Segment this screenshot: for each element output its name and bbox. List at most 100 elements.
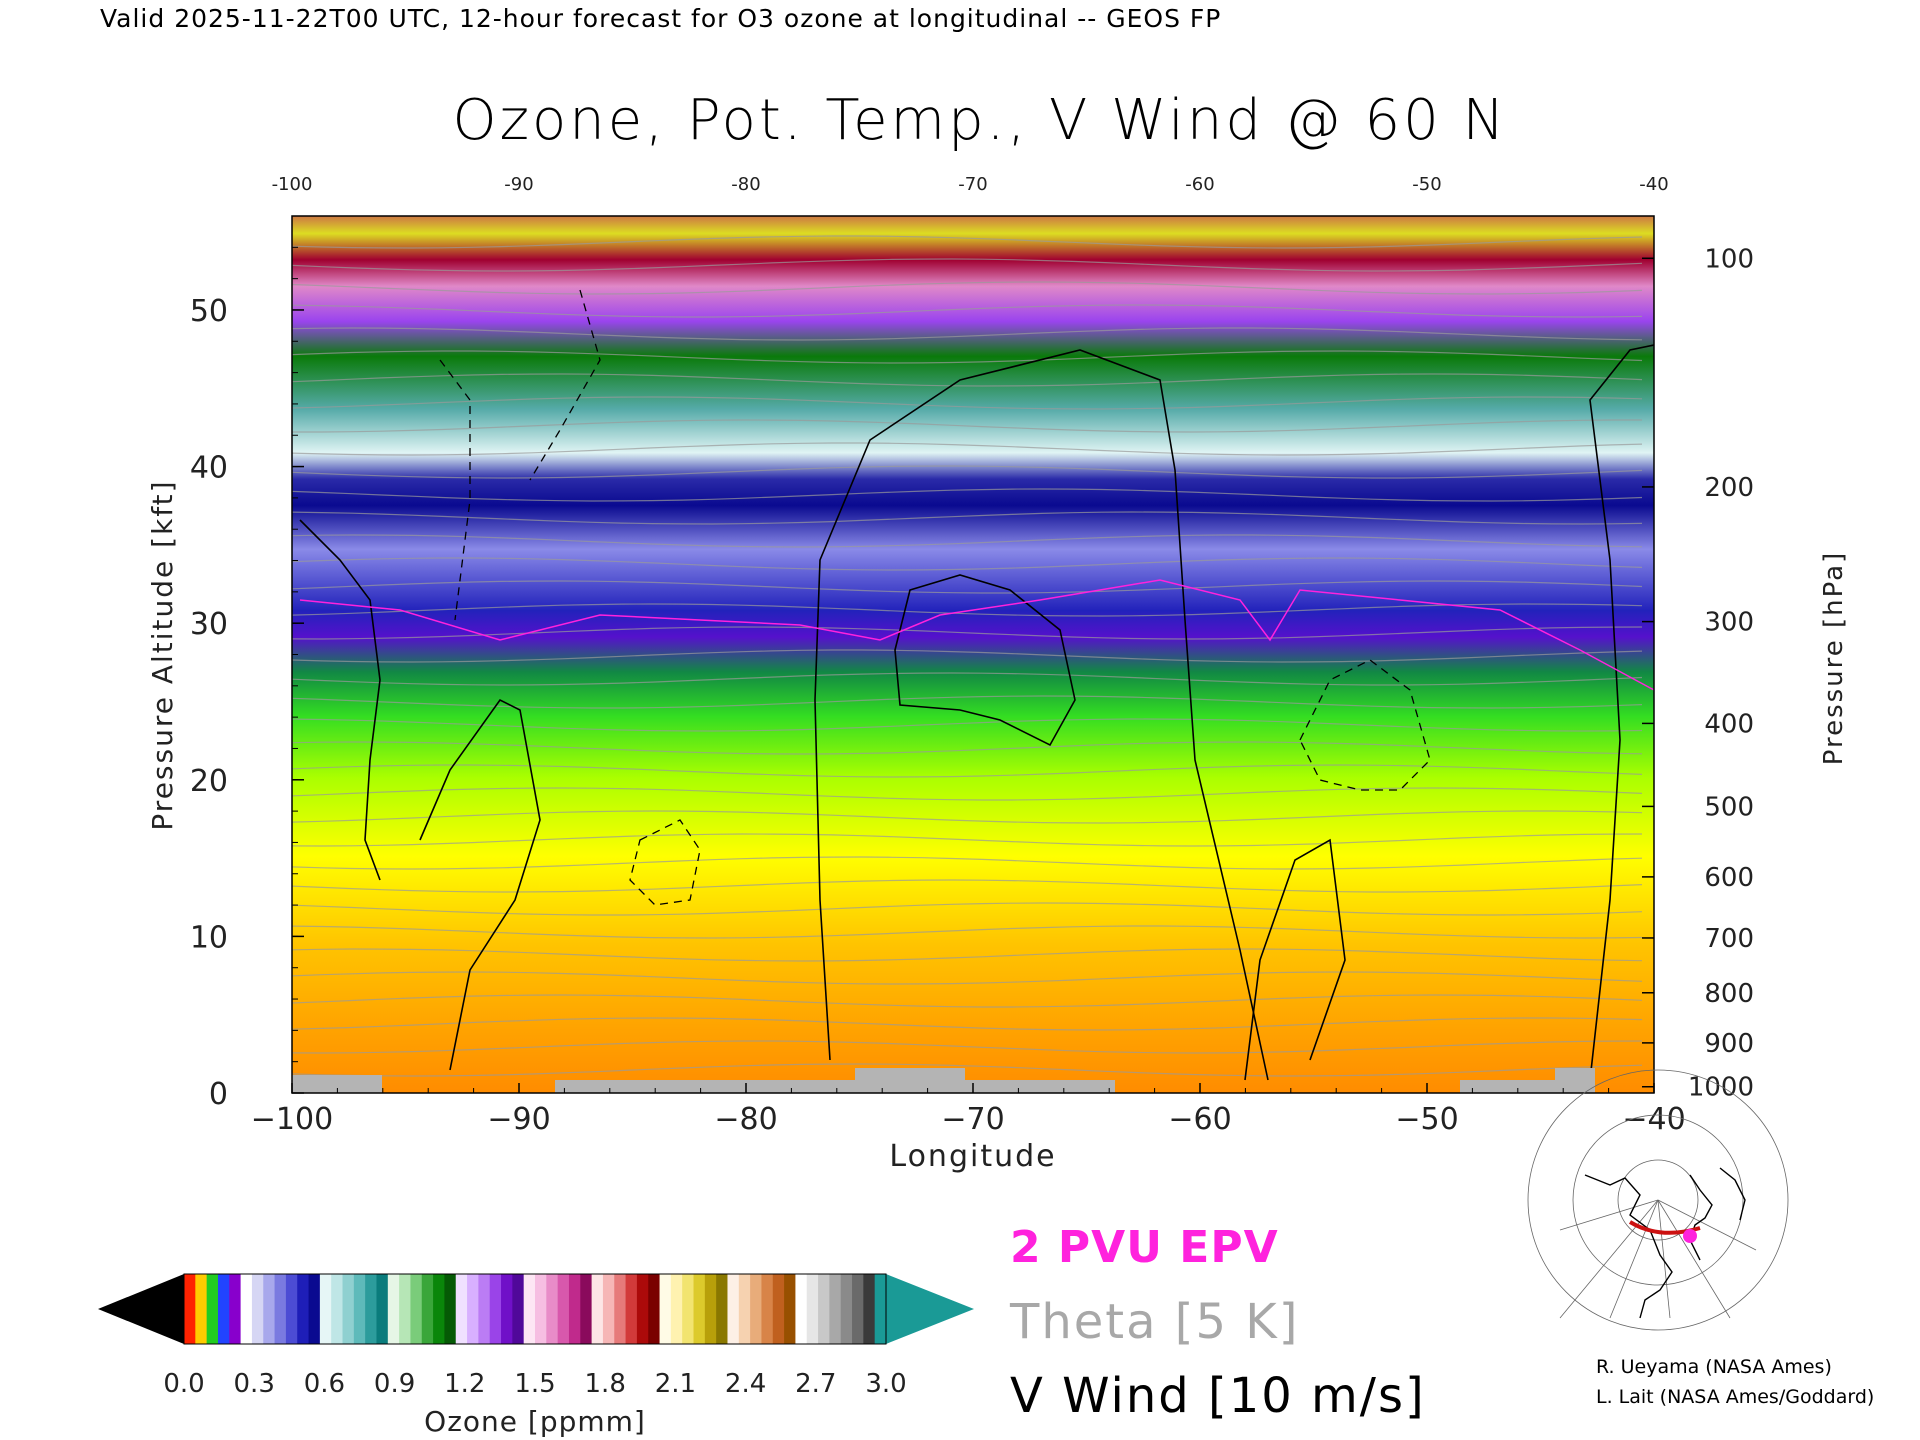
theta-contour-line: [292, 511, 1643, 525]
colorbar-swatch: [614, 1274, 627, 1344]
ozone-field: [292, 216, 1654, 1093]
theta-contour-line: [292, 994, 1643, 1008]
theta-contour-line: [292, 764, 1643, 778]
y-axis-label-left: Pressure Altitude [kft]: [146, 479, 179, 830]
colorbar-swatch: [761, 1274, 774, 1344]
theta-contour-line: [292, 695, 1643, 709]
colorbar-swatch: [206, 1274, 219, 1344]
theta-contour-line: [292, 925, 1643, 939]
v-wind-contour-dashed: [629, 819, 701, 906]
theta-contour-line: [292, 718, 1643, 732]
pressure-tick-label: 400: [1704, 709, 1754, 739]
colorbar-tick-label: 3.0: [865, 1369, 906, 1399]
x-axis: −100 −90 −80 −70 −60 −50 −40: [251, 1083, 1686, 1137]
colorbar-swatch: [523, 1274, 536, 1344]
y-axis-right-pressure: 100 200 300 400 500 600 700 800 900 1000: [1642, 244, 1754, 1103]
colorbar-tick-label: 1.2: [444, 1369, 485, 1399]
pressure-tick-label: 600: [1704, 863, 1754, 893]
theta-contour-line: [292, 281, 1643, 295]
x-top-tick-label: -40: [1639, 174, 1668, 195]
theta-contour-line: [292, 787, 1643, 801]
colorbar-swatch: [580, 1274, 593, 1344]
theta-contour-line: [292, 948, 1643, 962]
colorbar-swatch: [217, 1274, 230, 1344]
colorbar-swatch: [421, 1274, 434, 1344]
colorbar-swatch: [874, 1274, 887, 1344]
terrain-block: [1460, 1080, 1555, 1093]
colorbar-swatch: [750, 1274, 763, 1344]
colorbar-swatch: [478, 1274, 491, 1344]
x-tick-label: −70: [941, 1102, 1004, 1137]
plot-area: [292, 216, 1654, 1093]
x-top-tick-label: -90: [504, 174, 533, 195]
x-tick-label: −60: [1168, 1102, 1231, 1137]
theta-contour-line: [292, 488, 1643, 502]
theta-contour-line: [292, 580, 1643, 594]
theta-contour-line: [292, 856, 1643, 870]
colorbar-swatch: [535, 1274, 547, 1344]
colorbar-swatch: [195, 1274, 208, 1344]
inset-map-background: [1560, 1168, 1756, 1318]
colorbar-tick-label: 0.3: [234, 1369, 275, 1399]
y-tick-label: 40: [190, 451, 228, 486]
x-top-tick-label: -60: [1185, 174, 1214, 195]
terrain-block: [855, 1068, 965, 1093]
colorbar-swatch: [602, 1274, 615, 1344]
colorbar-tick-label: 2.1: [655, 1369, 696, 1399]
theta-contour-line: [292, 1040, 1643, 1054]
colorbar-swatch: [184, 1274, 196, 1344]
pressure-tick-label: 500: [1704, 792, 1754, 822]
colorbar-swatch: [659, 1274, 672, 1344]
colorbar-swatch: [636, 1274, 649, 1344]
colorbar-label: Ozone [ppmm]: [424, 1405, 646, 1438]
colorbar-swatch: [818, 1274, 830, 1344]
y-tick-label: 10: [190, 920, 228, 955]
theta-contour-line: [292, 373, 1643, 387]
terrain-block: [1555, 1068, 1595, 1093]
pressure-tick-label: 1000: [1688, 1073, 1754, 1103]
colorbar-tick-label: 2.4: [725, 1369, 766, 1399]
colorbar-swatch: [829, 1274, 842, 1344]
colorbar-swatch: [648, 1274, 661, 1344]
colorbar-frame: [183, 1273, 887, 1345]
theta-contour-line: [292, 350, 1643, 364]
pvu-2-contour: [299, 579, 1654, 691]
colorbar-tick-label: 1.5: [514, 1369, 555, 1399]
colorbar-swatch: [557, 1274, 570, 1344]
pressure-tick-label: 300: [1704, 608, 1754, 638]
credit-line-1: R. Ueyama (NASA Ames): [1596, 1356, 1832, 1378]
x-tick-label: −80: [714, 1102, 777, 1137]
colorbar-swatch: [863, 1274, 876, 1344]
theta-contour-line: [292, 1063, 1643, 1077]
chart-title: Ozone, Pot. Temp., V Wind @ 60 N: [452, 88, 1508, 153]
theta-contour-line: [292, 603, 1643, 617]
colorbar-swatch: [433, 1274, 446, 1344]
x-tick-label: −90: [487, 1102, 550, 1137]
y-tick-label: 50: [190, 294, 228, 329]
v-wind-contour-dashed: [529, 289, 601, 481]
pressure-tick-label: 800: [1704, 979, 1754, 1009]
colorbar-swatches: [184, 1274, 887, 1344]
x-tick-label: −40: [1622, 1102, 1685, 1137]
theta-contours: [292, 235, 1643, 1077]
theta-contour-line: [292, 741, 1643, 755]
colorbar-swatch: [353, 1274, 366, 1344]
x-top-tick-label: -70: [958, 174, 987, 195]
colorbar-swatch: [512, 1274, 525, 1344]
theta-contour-line: [292, 902, 1643, 916]
colorbar-swatch: [229, 1274, 242, 1344]
colorbar-under-triangle: [98, 1274, 184, 1344]
colorbar-swatch: [251, 1274, 264, 1344]
theta-contour-line: [292, 626, 1643, 640]
forecast-valid-header: Valid 2025-11-22T00 UTC, 12-hour forecas…: [100, 4, 1222, 33]
colorbar-swatch: [319, 1274, 332, 1344]
v-wind-contour-solid: [419, 698, 541, 1071]
theta-contour-line: [292, 971, 1643, 985]
colorbar-swatch: [727, 1274, 740, 1344]
colorbar-swatch: [365, 1274, 378, 1344]
colorbar-swatch: [546, 1274, 559, 1344]
legend-pvu-epv: 2 PVU EPV: [1010, 1222, 1279, 1273]
x-top-tick-label: -100: [272, 174, 313, 195]
colorbar-swatch: [274, 1274, 287, 1344]
